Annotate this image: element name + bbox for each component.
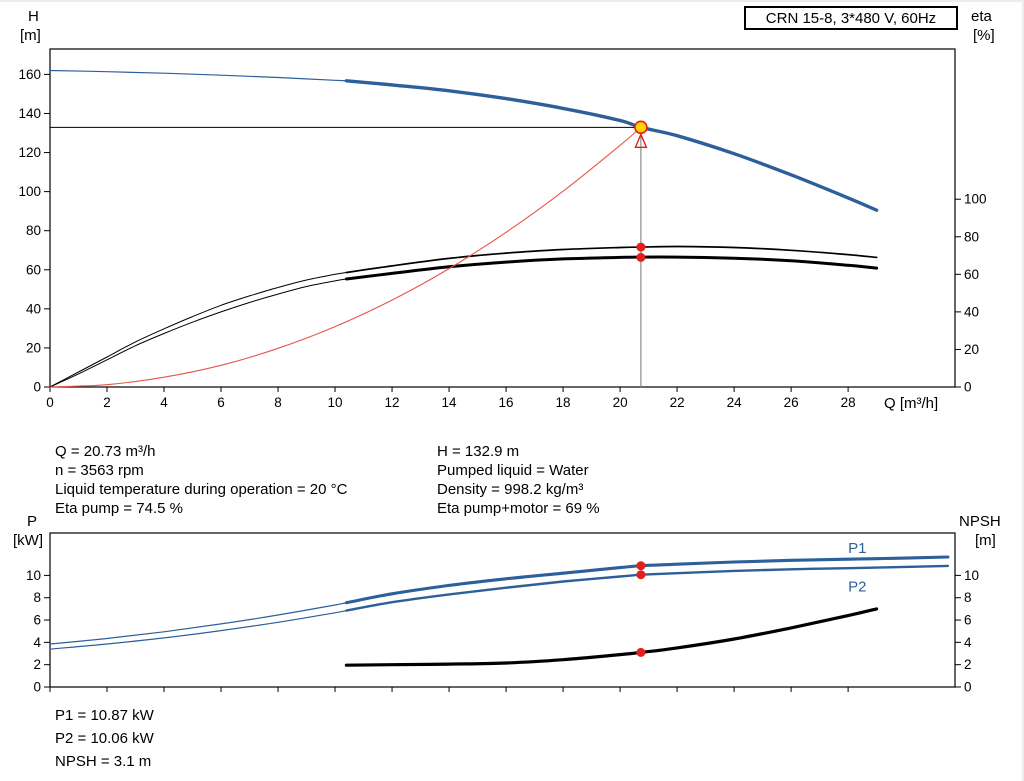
- y-right-tick-label: 0: [964, 680, 972, 695]
- y-left-tick-label: 6: [33, 613, 41, 628]
- results-bottom: P1 = 10.87 kW P2 = 10.06 kW NPSH = 3.1 m: [55, 704, 154, 773]
- curve-npsh: [344, 607, 879, 667]
- curve-p1-thin: [49, 602, 347, 645]
- p-axis-title: P: [27, 513, 38, 530]
- result-head: H = 132.9 m: [437, 443, 520, 460]
- curve-head: [344, 79, 879, 212]
- results-top-right: H = 132.9 m Pumped liquid = Water Densit…: [437, 442, 600, 518]
- x-tick-label: 8: [274, 395, 282, 410]
- x-tick-label: 0: [46, 395, 54, 410]
- y-right-tick-label: 6: [964, 613, 972, 628]
- y-right-tick-label: 100: [964, 192, 987, 207]
- x-tick-label: 14: [442, 395, 458, 410]
- curve-eta-pump-thin: [49, 272, 347, 388]
- y-left-tick-label: 8: [33, 590, 41, 605]
- x-tick-label: 4: [160, 395, 168, 410]
- y-left-tick-label: 2: [33, 657, 41, 672]
- curve-head-thin: [49, 69, 347, 82]
- top-chart: 0 2 4 6 8 10 12 14 16 18 20 22 24 26 28020406080100120…: [18, 48, 987, 410]
- result-eta-pump: Eta pump = 74.5 %: [55, 500, 183, 517]
- y-left-tick-label: 100: [18, 184, 41, 199]
- curve-eta-pump-motor: [344, 255, 879, 281]
- y-right-tick-label: 40: [964, 304, 979, 319]
- x-tick-label: 16: [499, 395, 514, 410]
- eta-duty-dot-1: [636, 252, 646, 262]
- npsh-axis-title: NPSH: [959, 513, 1001, 530]
- result-liquid: Pumped liquid = Water: [437, 462, 589, 479]
- x-tick-label: 20: [613, 395, 628, 410]
- plot-border: [49, 48, 956, 388]
- result-eta-pump-motor: Eta pump+motor = 69 %: [437, 500, 600, 517]
- y-left-tick-label: 140: [18, 106, 41, 121]
- y-right-tick-label: 60: [964, 267, 979, 282]
- system-curve-arrow-icon: [634, 132, 648, 149]
- duty-dot-p2: [636, 570, 646, 580]
- x-tick-label: 10: [328, 395, 343, 410]
- x-tick-label: 12: [385, 395, 400, 410]
- bottom-chart: 0 2 4 6 8 10 0 2 4 6 8 10 P1 P2: [26, 532, 979, 695]
- x-tick-label: 6: [217, 395, 225, 410]
- h-axis-unit: [m]: [20, 27, 41, 44]
- y-left-tick-label: 160: [18, 67, 41, 82]
- eta-axis-unit: [%]: [973, 27, 995, 44]
- y-right-tick-label: 80: [964, 229, 979, 244]
- eta-duty-dot-0: [636, 242, 646, 252]
- y-right-tick-label: 20: [964, 342, 979, 357]
- duty-point[interactable]: [634, 120, 648, 135]
- result-flow: Q = 20.73 m³/h: [55, 443, 156, 460]
- x-tick-label: 18: [556, 395, 571, 410]
- h-axis-title: H: [28, 8, 39, 25]
- result-speed: n = 3563 rpm: [55, 462, 144, 479]
- npsh-axis-unit: [m]: [975, 532, 996, 549]
- result-p2: P2 = 10.06 kW: [55, 730, 154, 747]
- y-left-tick-label: 4: [33, 635, 41, 650]
- curve-p2-thin: [49, 610, 347, 650]
- y-right-tick-label: 4: [964, 635, 972, 650]
- x-tick-label: 2: [103, 395, 111, 410]
- result-npsh: NPSH = 3.1 m: [55, 753, 152, 770]
- y-right-tick-label: 0: [964, 380, 972, 395]
- curve-eta-pump: [345, 245, 878, 274]
- x-tick-label: 22: [670, 395, 685, 410]
- y-right-tick-label: 10: [964, 568, 979, 583]
- p-axis-unit: [kW]: [13, 532, 43, 549]
- y-left-tick-label: 40: [26, 301, 41, 316]
- result-temperature: Liquid temperature during operation = 20…: [55, 481, 348, 498]
- y-left-tick-label: 60: [26, 262, 41, 277]
- y-left-tick-label: 80: [26, 223, 41, 238]
- curve-label-p1: P1: [848, 540, 866, 557]
- y-left-tick-label: 20: [26, 340, 41, 355]
- eta-axis-title: eta: [971, 8, 992, 25]
- result-p1: P1 = 10.87 kW: [55, 707, 154, 724]
- results-top-left: Q = 20.73 m³/h n = 3563 rpm Liquid tempe…: [55, 442, 347, 518]
- x-tick-label: 28: [841, 395, 856, 410]
- y-left-tick-label: 10: [26, 568, 41, 583]
- curve-eta-pump-motor-thin: [49, 278, 347, 388]
- plot-border: [49, 532, 956, 688]
- y-left-tick-label: 120: [18, 145, 41, 160]
- duty-dot-p1: [636, 561, 646, 571]
- y-left-tick-label: 0: [33, 680, 41, 695]
- duty-dot-npsh: [636, 647, 646, 657]
- curve-label-p2: P2: [848, 579, 866, 596]
- y-right-tick-label: 8: [964, 590, 972, 605]
- y-left-tick-label: 0: [33, 380, 41, 395]
- y-right-tick-label: 2: [964, 657, 972, 672]
- q-axis-title: Q [m³/h]: [884, 395, 939, 412]
- result-density: Density = 998.2 kg/m³: [437, 481, 584, 498]
- x-tick-label: 26: [784, 395, 799, 410]
- x-tick-label: 24: [727, 395, 743, 410]
- curve-system-curve: [49, 126, 642, 388]
- pump-title-box: CRN 15-8, 3*480 V, 60Hz: [744, 6, 958, 30]
